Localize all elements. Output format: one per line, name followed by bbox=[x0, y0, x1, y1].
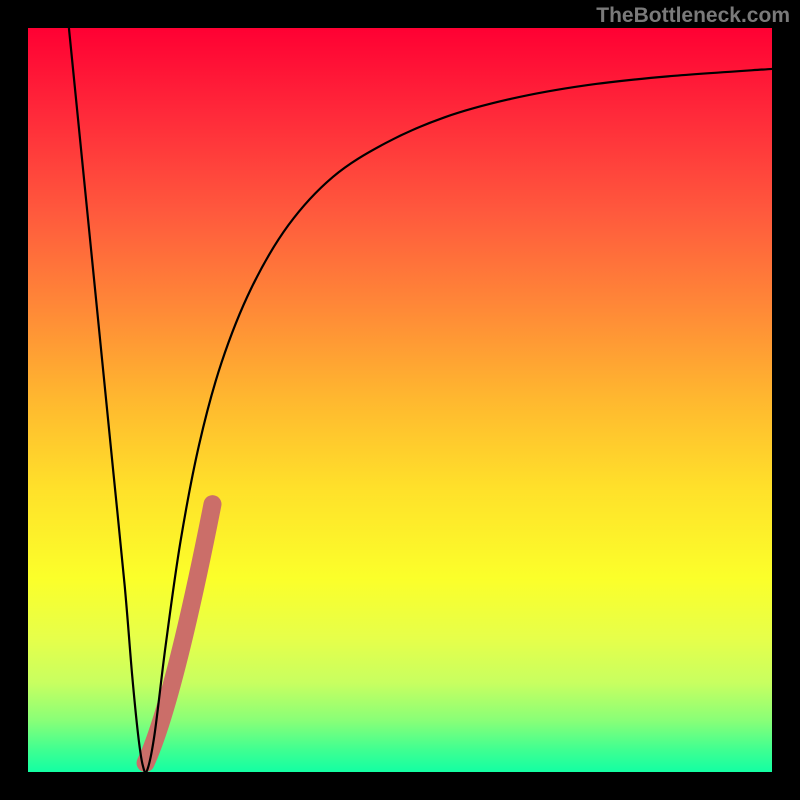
chart-overlay bbox=[28, 28, 772, 772]
chart-area bbox=[28, 28, 772, 772]
watermark-text: TheBottleneck.com bbox=[596, 4, 790, 28]
